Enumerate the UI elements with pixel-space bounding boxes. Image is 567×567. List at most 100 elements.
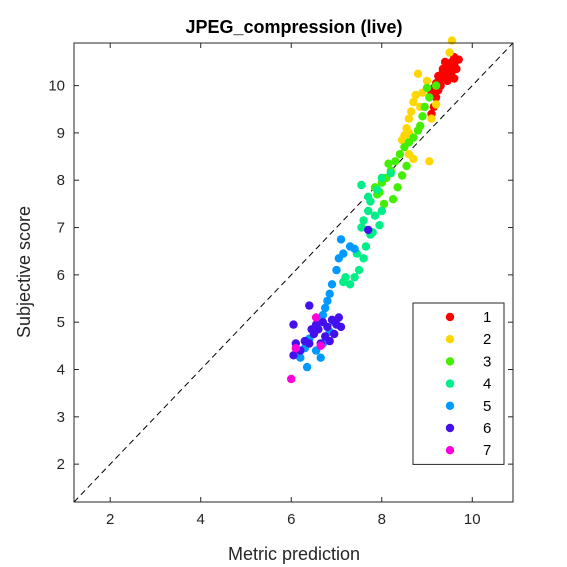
data-point-series-4 xyxy=(357,180,366,190)
data-point-series-5 xyxy=(336,235,346,244)
data-point-series-4 xyxy=(345,280,355,289)
data-point-series-4 xyxy=(339,277,348,287)
data-point-series-2 xyxy=(447,36,457,45)
data-point-series-3 xyxy=(431,81,441,90)
data-point-series-5 xyxy=(296,353,305,362)
data-point-series-4 xyxy=(364,192,373,201)
data-point-series-5 xyxy=(323,296,332,306)
data-point-series-2 xyxy=(413,69,423,79)
data-point-series-2 xyxy=(427,114,436,123)
data-point-series-6 xyxy=(325,336,334,346)
y-tick-label: 2 xyxy=(57,456,65,473)
x-tick-label: 2 xyxy=(106,511,114,528)
data-point-series-7 xyxy=(287,374,296,384)
data-point-series-3 xyxy=(425,93,434,102)
data-point-series-3 xyxy=(413,126,423,135)
legend: 1 2 3 4 5 6 7 xyxy=(412,302,505,465)
legend-label-6: 6 xyxy=(483,420,491,437)
legend-marker-6 xyxy=(445,423,455,433)
legend-label-5: 5 xyxy=(483,398,491,415)
legend-label-4: 4 xyxy=(483,376,491,393)
data-point-series-7 xyxy=(316,341,325,350)
data-point-series-4 xyxy=(377,206,386,216)
data-point-series-6 xyxy=(330,329,339,339)
data-point-series-3 xyxy=(391,157,400,166)
x-tick-label: 4 xyxy=(197,511,205,528)
data-point-series-5 xyxy=(316,353,325,362)
plot-area: 2 4 6 8 10 2 3 4 5 6 7 8 9 10 xyxy=(48,36,514,528)
data-point-series-4 xyxy=(350,273,359,282)
legend-box xyxy=(412,302,505,465)
y-tick-label: 5 xyxy=(57,314,65,331)
legend-marker-4 xyxy=(445,379,455,388)
reference-line xyxy=(73,42,514,503)
data-point-series-5 xyxy=(350,244,359,253)
data-point-series-4 xyxy=(361,242,371,251)
data-point-series-4 xyxy=(357,223,366,232)
data-point-series-2 xyxy=(422,76,432,86)
data-point-series-3 xyxy=(397,171,407,180)
data-point-series-6 xyxy=(289,351,298,360)
data-point-series-1 xyxy=(450,74,459,83)
data-point-series-4 xyxy=(370,211,380,220)
data-point-series-2 xyxy=(425,157,434,166)
data-point-series-4 xyxy=(377,173,386,183)
data-point-series-6 xyxy=(305,301,314,310)
legend-marker-7 xyxy=(445,446,455,455)
y-tick-label: 6 xyxy=(57,267,65,284)
data-point-series-5 xyxy=(321,303,330,313)
data-point-series-3 xyxy=(422,83,432,93)
data-point-series-3 xyxy=(402,161,411,171)
data-point-series-4 xyxy=(364,206,373,216)
data-point-series-2 xyxy=(409,154,418,164)
data-point-series-3 xyxy=(418,112,427,121)
data-point-series-4 xyxy=(373,185,382,194)
data-point-series-6 xyxy=(334,313,343,322)
y-tick-label: 9 xyxy=(57,125,65,142)
data-point-series-4 xyxy=(386,168,395,178)
data-point-series-1 xyxy=(443,76,452,86)
legend-label-7: 7 xyxy=(483,442,491,459)
data-point-series-2 xyxy=(411,90,420,100)
axes-box xyxy=(73,42,514,503)
legend-marker-1 xyxy=(445,312,455,322)
data-point-series-2 xyxy=(445,48,454,57)
y-tick-label: 8 xyxy=(57,172,65,189)
y-tick-label: 7 xyxy=(57,220,65,237)
data-point-series-5 xyxy=(318,310,328,320)
data-point-series-1 xyxy=(438,67,448,76)
x-tick-label: 10 xyxy=(464,511,481,528)
chart-title: JPEG_compression (live) xyxy=(185,17,402,37)
x-tick-label: 8 xyxy=(378,511,386,528)
legend-label-3: 3 xyxy=(483,353,491,370)
data-point-series-6 xyxy=(307,325,316,334)
legend-label-1: 1 xyxy=(483,309,491,326)
data-point-series-6 xyxy=(336,322,346,332)
data-point-series-2 xyxy=(404,114,414,123)
data-point-series-6 xyxy=(364,225,373,235)
data-point-series-3 xyxy=(400,142,409,152)
data-point-series-5 xyxy=(334,254,343,263)
data-point-series-4 xyxy=(375,221,384,230)
legend-marker-3 xyxy=(445,357,455,366)
data-point-series-6 xyxy=(289,320,298,329)
data-point-series-7 xyxy=(311,313,321,322)
data-point-series-3 xyxy=(395,150,405,159)
data-point-series-1 xyxy=(440,57,450,67)
x-tick-label: 6 xyxy=(287,511,295,528)
data-point-series-2 xyxy=(431,100,441,109)
data-point-series-7 xyxy=(291,344,300,353)
data-point-series-6 xyxy=(305,339,314,348)
y-tick-label: 3 xyxy=(57,409,65,426)
data-point-series-2 xyxy=(407,107,416,116)
data-point-series-3 xyxy=(393,183,402,192)
data-point-series-4 xyxy=(359,254,368,263)
data-point-series-5 xyxy=(325,289,334,298)
data-point-series-6 xyxy=(323,322,332,332)
y-tick-label: 4 xyxy=(57,362,65,379)
data-point-series-3 xyxy=(388,195,398,204)
y-axis-label: Subjective score xyxy=(14,206,34,338)
data-point-series-5 xyxy=(327,280,337,289)
legend-marker-2 xyxy=(445,335,455,344)
